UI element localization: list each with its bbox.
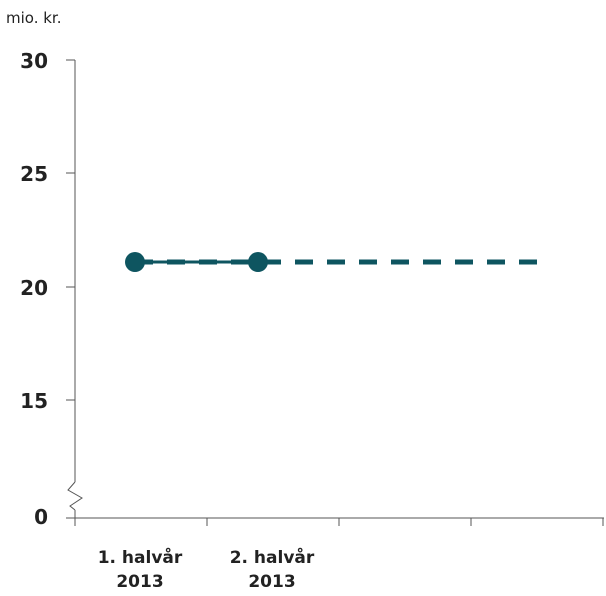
y-tick-label-25: 25 [20, 162, 48, 186]
y-tick-label-15: 15 [20, 389, 48, 413]
y-axis: 30 25 20 15 0 [20, 49, 83, 529]
plot-area [125, 252, 548, 273]
x-tick-label-line1: 1. halvår [98, 546, 183, 568]
y-tick-label-20: 20 [20, 276, 48, 300]
x-axis: 1. halvår 2013 2. halvår 2013 [74, 517, 604, 592]
y-tick-label-0: 0 [34, 505, 48, 529]
y-axis-unit-label: mio. kr. [6, 9, 61, 27]
y-tick-label-30: 30 [20, 49, 48, 73]
x-tick-label-line2: 2013 [248, 572, 295, 592]
data-point-marker [248, 252, 268, 273]
data-point-marker [125, 252, 145, 273]
x-tick-label-line2: 2013 [116, 572, 163, 592]
y-axis-break-mark [67, 481, 83, 511]
x-tick-label-line1: 2. halvår [230, 546, 315, 568]
